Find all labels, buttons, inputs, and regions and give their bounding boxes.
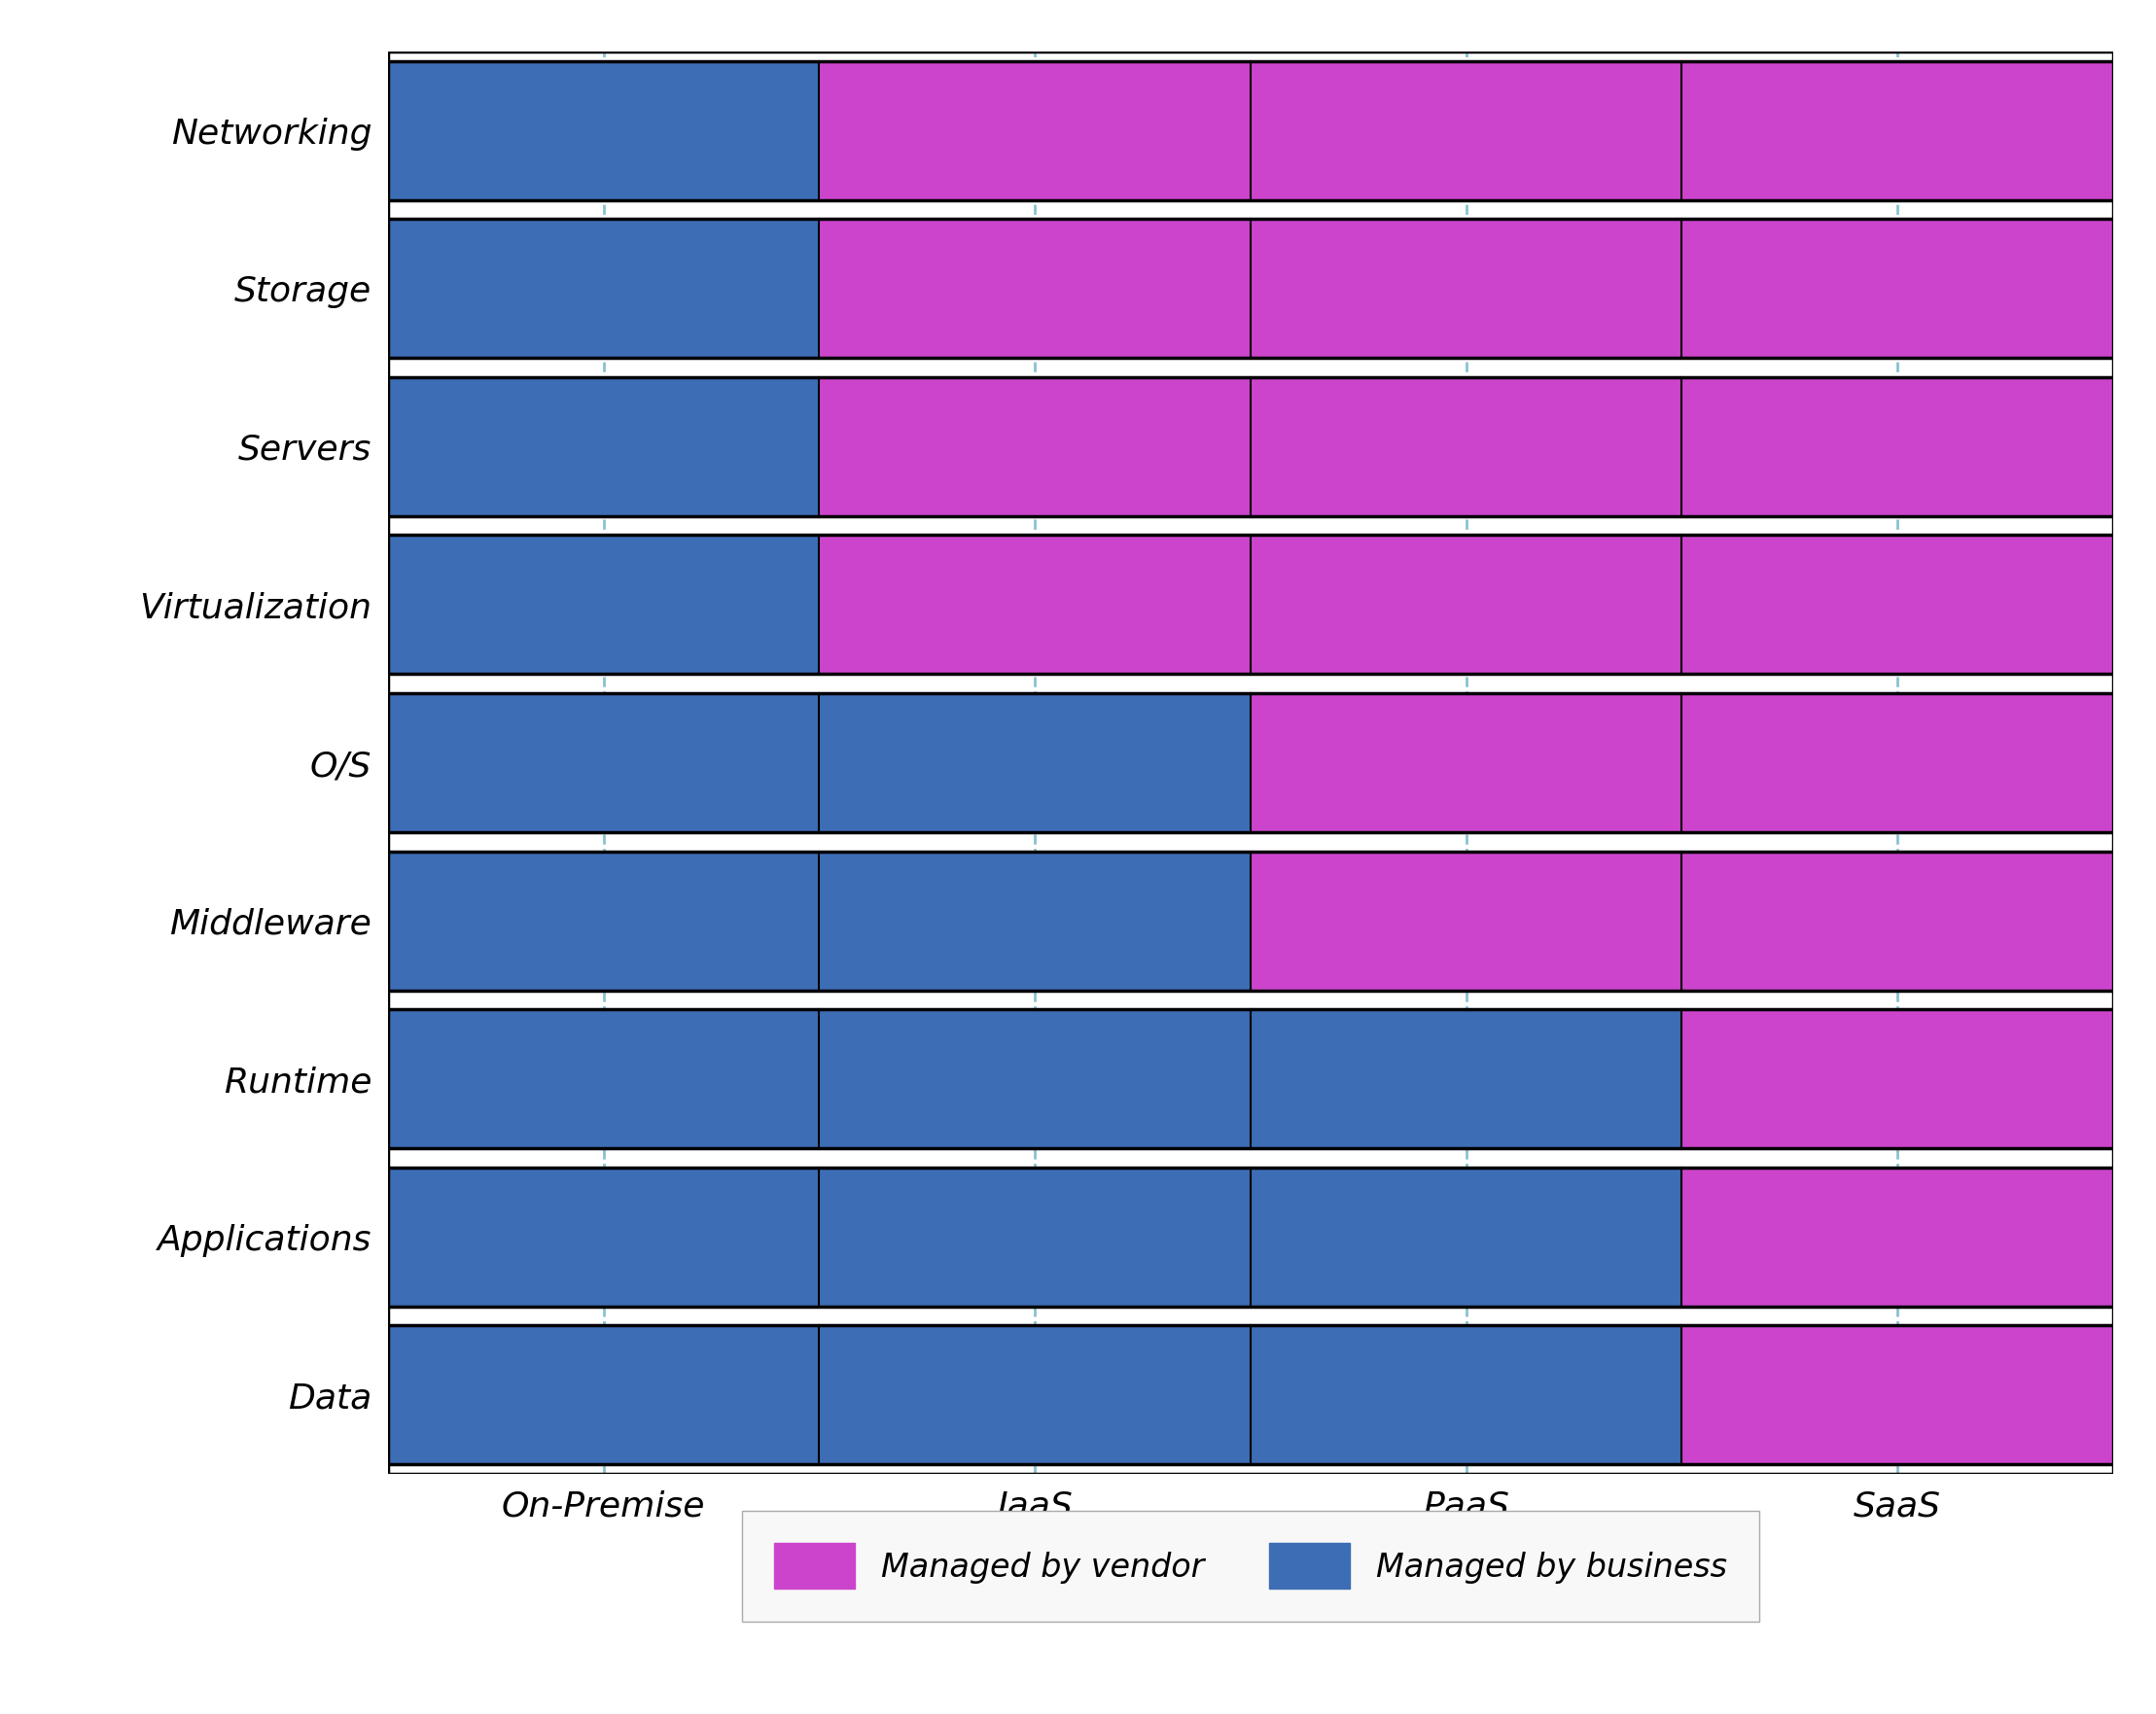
Bar: [388, 692, 819, 833]
Bar: [388, 377, 819, 516]
Bar: [1682, 1167, 2113, 1306]
Bar: [1250, 1167, 1682, 1306]
Bar: [819, 62, 1250, 201]
Bar: [1250, 219, 1682, 358]
Bar: [1250, 535, 1682, 674]
Bar: [1682, 219, 2113, 358]
Bar: [388, 852, 819, 991]
Bar: [1250, 62, 1682, 201]
Bar: [1682, 62, 2113, 201]
Bar: [1250, 377, 1682, 516]
Bar: [1682, 377, 2113, 516]
Bar: [819, 1325, 1250, 1464]
Bar: [388, 1325, 819, 1464]
Bar: [388, 219, 819, 358]
Bar: [388, 1167, 819, 1306]
Bar: [1250, 1010, 1682, 1148]
Bar: [1250, 1325, 1682, 1464]
Bar: [388, 1010, 819, 1148]
Bar: [819, 852, 1250, 991]
Bar: [819, 1167, 1250, 1306]
Bar: [1682, 1325, 2113, 1464]
Bar: [388, 62, 819, 201]
Bar: [819, 219, 1250, 358]
Bar: [1682, 852, 2113, 991]
Bar: [1682, 1010, 2113, 1148]
Bar: [1250, 852, 1682, 991]
Bar: [819, 1010, 1250, 1148]
Bar: [388, 535, 819, 674]
Bar: [1250, 692, 1682, 833]
Bar: [1682, 535, 2113, 674]
Bar: [819, 692, 1250, 833]
Bar: [1682, 692, 2113, 833]
Bar: [819, 377, 1250, 516]
Bar: [819, 535, 1250, 674]
Legend: Managed by vendor, Managed by business: Managed by vendor, Managed by business: [742, 1510, 1759, 1621]
